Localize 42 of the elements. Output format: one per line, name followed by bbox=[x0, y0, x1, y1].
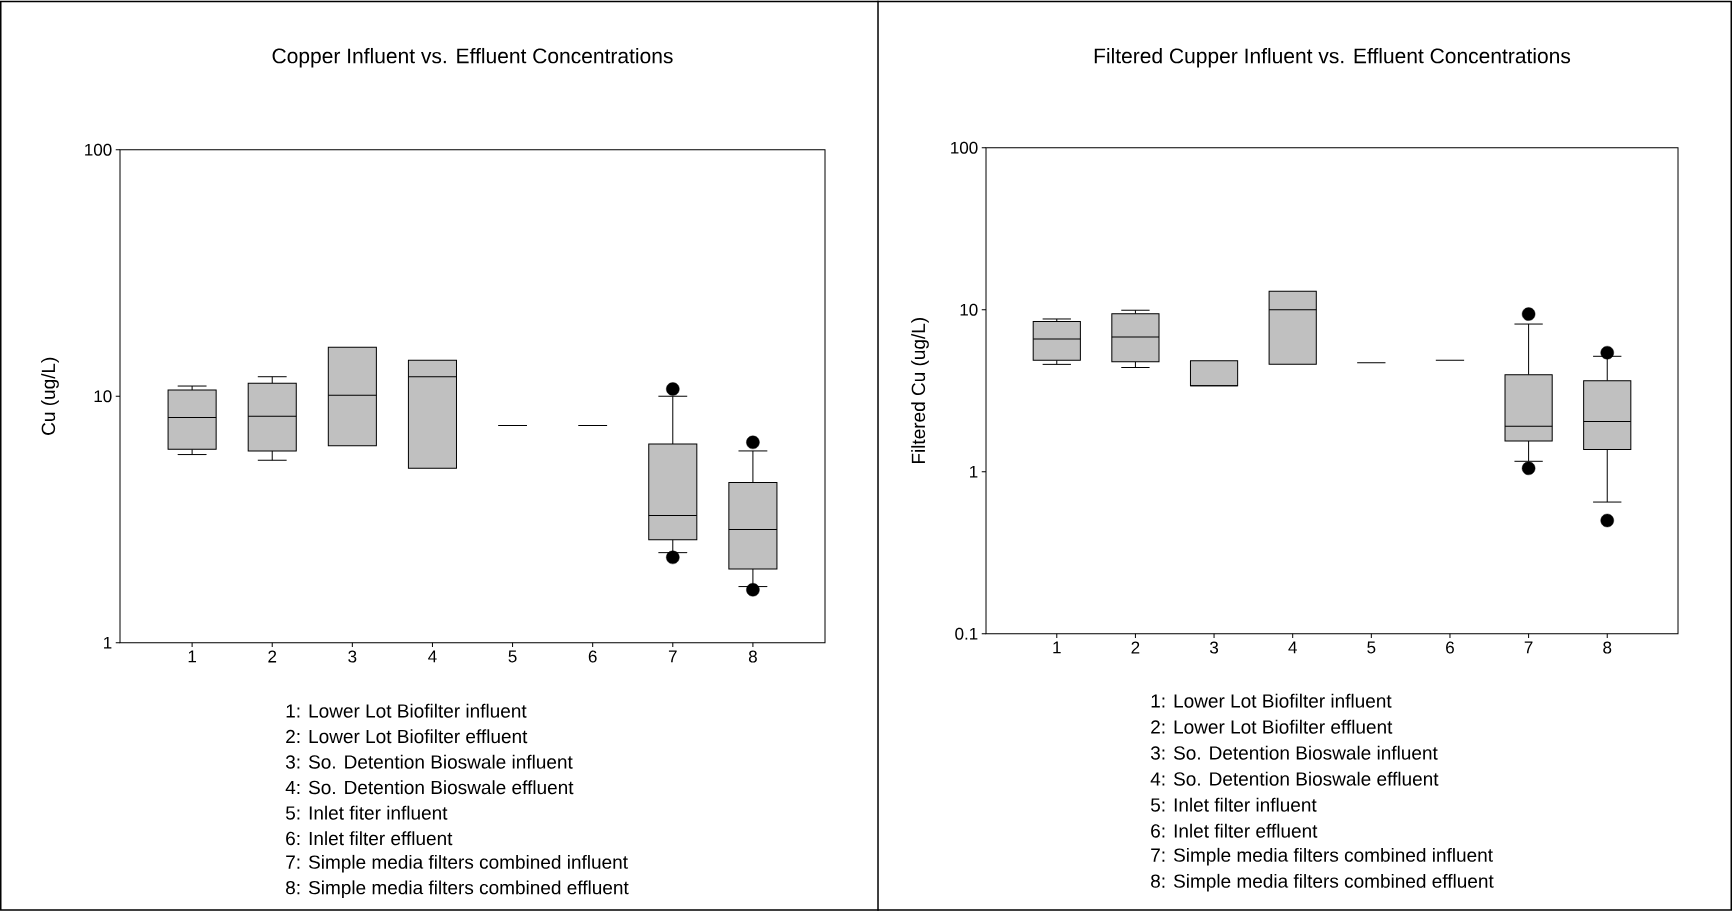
text: 3: So. Detention Bioswale influent bbox=[1150, 745, 1438, 760]
x-tick-label: 6 bbox=[588, 650, 597, 663]
x-tick-label: 4 bbox=[1288, 641, 1297, 653]
x-tick-label: 2 bbox=[268, 650, 277, 663]
y-tick-label: 100 bbox=[951, 141, 978, 154]
y-axis-title: Filtered Cu (ug/L) bbox=[911, 317, 929, 463]
text: 1: Lower Lot Biofilter influent bbox=[286, 703, 527, 718]
text: 8: Simple media filters combined effluent bbox=[286, 880, 629, 898]
text: 4: So. Detention Bioswale effluent bbox=[1150, 771, 1439, 786]
text: 5: Inlet fiter influent bbox=[285, 805, 448, 820]
x-tick-label: 4 bbox=[428, 650, 437, 662]
text: 2: Lower Lot Biofilter effluent bbox=[1151, 719, 1393, 734]
x-tick-label: 7 bbox=[668, 650, 677, 662]
y-axis-title: Cu (ug/L) bbox=[41, 357, 59, 435]
y-tick-label: 10 bbox=[960, 303, 978, 316]
chart-title: Filtered Cupper Influent vs. Effluent Concentrations bbox=[1094, 47, 1571, 68]
x-tick-label: 6 bbox=[1446, 641, 1454, 654]
text: 4: So. Detention Bioswale effluent bbox=[285, 780, 574, 794]
text: 5: Inlet filter influent bbox=[1150, 797, 1317, 812]
text: 1: Lower Lot Biofilter influent bbox=[1151, 693, 1392, 708]
text: 6: Inlet filter effluent bbox=[1151, 823, 1318, 838]
y-tick-label: 0.1 bbox=[955, 627, 978, 640]
text: 2: Lower Lot Biofilter effluent bbox=[286, 729, 528, 743]
x-tick-label: 1 bbox=[188, 650, 197, 662]
text: 7: Simple media filters combined influent bbox=[1151, 847, 1493, 866]
y-tick-label: 100 bbox=[85, 143, 112, 156]
x-tick-label: 7 bbox=[1524, 641, 1533, 653]
text: 8: Simple media filters combined effluent bbox=[1151, 873, 1494, 892]
text: 3: So. Detention Bioswale influent bbox=[285, 754, 573, 769]
x-tick-label: 8 bbox=[1603, 641, 1612, 654]
text: 7: Simple media filters combined influent bbox=[286, 854, 628, 873]
x-tick-label: 2 bbox=[1131, 641, 1140, 654]
chart-title: Copper Influent vs. Effluent Concentrations bbox=[272, 47, 673, 68]
x-tick-label: 8 bbox=[748, 650, 757, 663]
x-tick-label: 3 bbox=[1209, 641, 1219, 654]
x-tick-label: 3 bbox=[348, 650, 357, 663]
y-tick-label: 10 bbox=[94, 389, 112, 403]
x-tick-label: 5 bbox=[508, 650, 517, 663]
x-tick-label: 1 bbox=[1053, 641, 1061, 653]
text: 6: Inlet filter effluent bbox=[286, 831, 453, 845]
x-tick-label: 5 bbox=[1367, 641, 1376, 654]
y-tick-label: 1 bbox=[970, 465, 978, 478]
